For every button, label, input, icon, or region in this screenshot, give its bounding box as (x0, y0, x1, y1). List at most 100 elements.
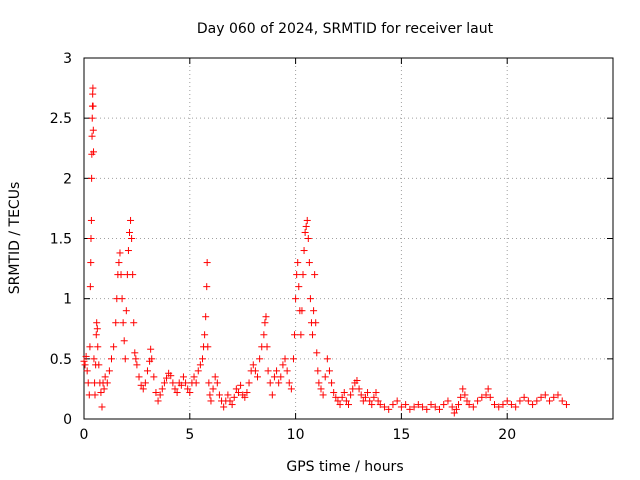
data-point (129, 271, 137, 279)
data-point (541, 391, 549, 399)
data-point (211, 373, 219, 381)
data-point (119, 319, 127, 327)
data-point (207, 397, 215, 405)
data-point (92, 331, 100, 339)
data-point (143, 367, 151, 375)
data-point (256, 355, 264, 363)
data-point (319, 391, 327, 399)
data-point (201, 331, 209, 339)
data-point (131, 349, 139, 357)
data-point (198, 355, 206, 363)
data-point (491, 401, 499, 409)
data-point (89, 126, 97, 134)
data-point (167, 372, 175, 380)
data-point (182, 379, 190, 387)
data-point (237, 381, 245, 389)
data-point (124, 247, 132, 255)
data-point (97, 389, 105, 397)
data-point (410, 403, 418, 411)
data-point (469, 403, 477, 411)
data-point (300, 247, 308, 255)
data-point (444, 397, 452, 405)
data-point (154, 397, 162, 405)
data-point (313, 349, 321, 357)
data-point (179, 373, 187, 381)
data-point (160, 379, 168, 387)
data-point (499, 401, 507, 409)
data-point (482, 391, 490, 399)
axis-tick-labels: 0 5 10 15 20 0 0.5 1 1.5 2 2.5 3 (50, 51, 516, 443)
data-point (192, 379, 200, 387)
data-point (115, 259, 123, 267)
data-point (457, 393, 465, 401)
data-point (90, 148, 98, 156)
data-point (298, 307, 306, 315)
data-point (98, 403, 106, 411)
data-point (86, 283, 94, 291)
data-point (325, 367, 333, 375)
data-point (279, 361, 287, 369)
data-point (130, 319, 138, 327)
data-point (213, 379, 221, 387)
data-point (263, 343, 271, 351)
y-tick-label: 2.5 (50, 111, 72, 127)
data-point (520, 393, 528, 401)
data-point (194, 367, 202, 375)
data-point (171, 385, 179, 393)
data-point (88, 114, 96, 122)
data-point (406, 405, 414, 413)
data-point (357, 391, 365, 399)
data-point (122, 307, 130, 315)
data-point (273, 367, 281, 375)
data-point (393, 397, 401, 405)
data-point (232, 385, 240, 393)
data-point (270, 373, 278, 381)
data-point (110, 343, 118, 351)
data-point (304, 235, 312, 242)
data-point (139, 385, 147, 393)
data-point (141, 379, 149, 387)
data-point (184, 385, 192, 393)
data-point (529, 401, 537, 409)
data-point (323, 355, 331, 363)
axis-ticks (83, 57, 613, 420)
chart-title: Day 060 of 2024, SRMTID for receiver lau… (197, 21, 494, 37)
data-point (132, 355, 140, 363)
data-point (533, 397, 541, 405)
data-point (366, 397, 374, 405)
data-point (177, 381, 185, 389)
data-point (169, 379, 177, 387)
data-point (262, 313, 270, 321)
data-point (89, 90, 97, 98)
data-point (368, 401, 376, 409)
data-point (83, 367, 91, 375)
data-point (234, 389, 242, 397)
data-point (370, 393, 378, 401)
data-point (315, 379, 323, 387)
x-tick-label: 20 (498, 427, 516, 443)
data-point (108, 355, 116, 363)
data-point (121, 355, 129, 363)
data-point (152, 389, 160, 397)
data-point (87, 216, 95, 224)
data-point (81, 361, 89, 369)
data-point (332, 393, 340, 401)
data-point (100, 385, 108, 393)
y-axis-label: SRMTID / TECUs (7, 182, 23, 295)
data-point (230, 393, 238, 401)
data-point (474, 397, 482, 405)
data-point (321, 373, 329, 381)
data-point (340, 389, 348, 397)
data-point (196, 361, 204, 369)
data-point (376, 401, 384, 409)
x-tick-label: 15 (392, 427, 410, 443)
data-point (277, 373, 285, 381)
data-point (203, 259, 211, 267)
data-point (158, 385, 166, 393)
data-point (281, 355, 289, 363)
data-point (537, 393, 545, 401)
data-point (95, 361, 103, 369)
data-point (228, 401, 236, 409)
data-point (215, 391, 223, 399)
data-point (254, 373, 262, 381)
